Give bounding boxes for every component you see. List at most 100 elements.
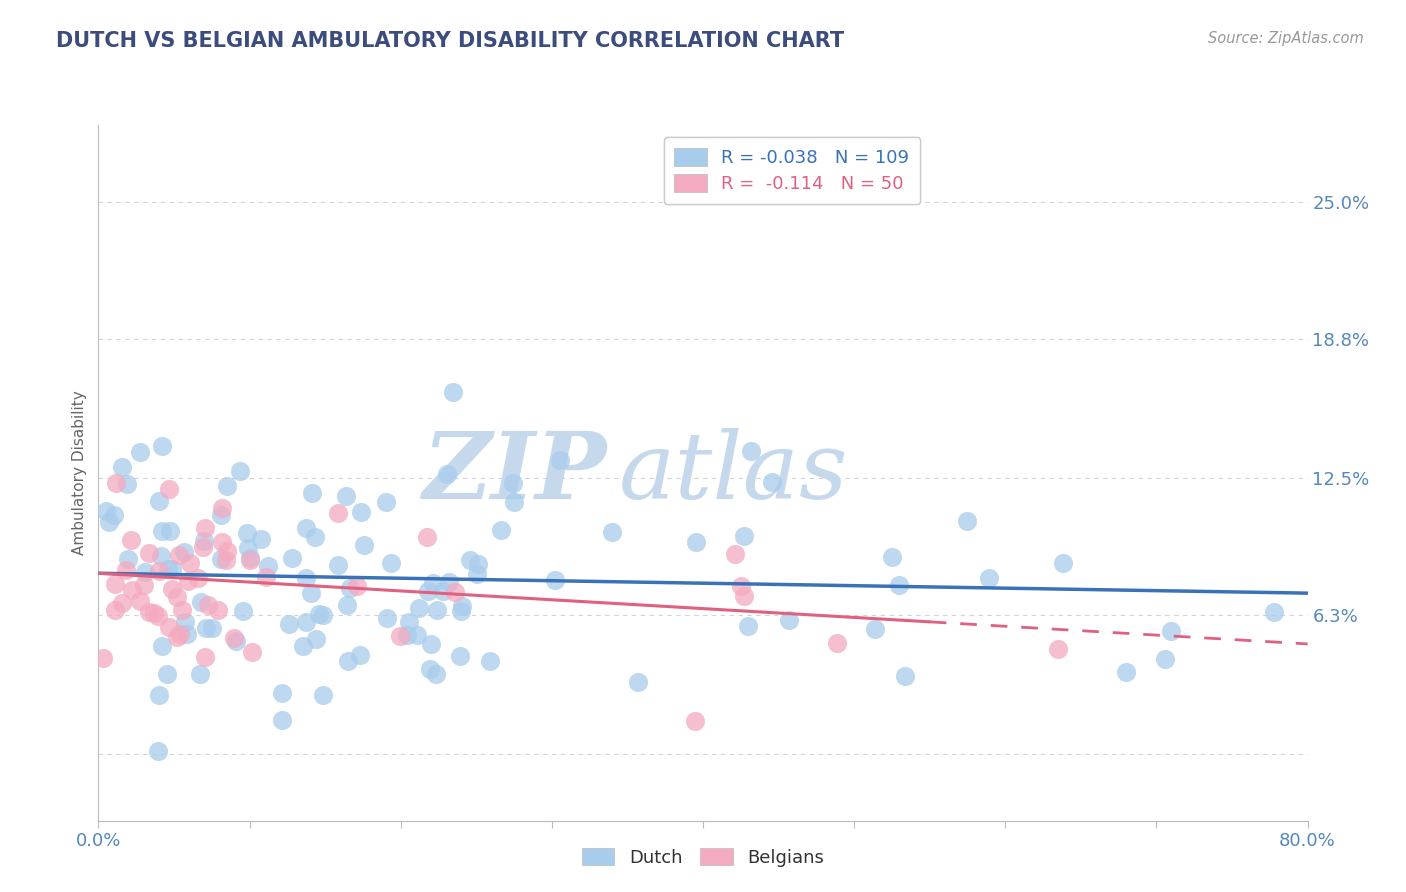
Point <box>863 622 886 636</box>
Point <box>425 666 447 681</box>
Point <box>120 533 142 547</box>
Point <box>398 615 420 629</box>
Y-axis label: Ambulatory Disability: Ambulatory Disability <box>72 391 87 555</box>
Point <box>240 645 263 659</box>
Point <box>281 551 304 566</box>
Point <box>336 654 359 668</box>
Point <box>312 608 335 623</box>
Point <box>190 595 212 609</box>
Point <box>432 583 454 598</box>
Point <box>156 667 179 681</box>
Point <box>305 632 328 646</box>
Point <box>159 524 181 538</box>
Point <box>239 551 262 566</box>
Point <box>176 627 198 641</box>
Point <box>308 607 330 622</box>
Point <box>339 581 361 595</box>
Point <box>146 744 169 758</box>
Point <box>201 621 224 635</box>
Point <box>294 571 316 585</box>
Point <box>1047 641 1070 656</box>
Point <box>254 569 277 583</box>
Point <box>225 634 247 648</box>
Point <box>449 648 471 663</box>
Text: atlas: atlas <box>619 428 848 517</box>
Point <box>408 600 430 615</box>
Point <box>94 504 117 518</box>
Point <box>160 582 183 597</box>
Point <box>143 607 166 621</box>
Point <box>222 632 245 646</box>
Point <box>335 489 357 503</box>
Point <box>229 464 252 478</box>
Point <box>146 609 169 624</box>
Legend: Dutch, Belgians: Dutch, Belgians <box>575 841 831 874</box>
Point <box>166 591 188 605</box>
Point <box>117 552 139 566</box>
Point <box>502 495 524 509</box>
Point <box>179 557 201 571</box>
Point <box>295 521 318 535</box>
Point <box>114 563 136 577</box>
Point <box>1160 624 1182 638</box>
Point <box>956 514 979 528</box>
Point <box>761 475 783 490</box>
Point <box>502 475 524 490</box>
Point <box>450 604 472 618</box>
Point <box>105 476 128 491</box>
Point <box>336 598 359 612</box>
Point <box>193 534 215 549</box>
Point <box>627 674 650 689</box>
Point <box>129 594 152 608</box>
Text: DUTCH VS BELGIAN AMBULATORY DISABILITY CORRELATION CHART: DUTCH VS BELGIAN AMBULATORY DISABILITY C… <box>56 31 845 51</box>
Point <box>138 545 160 559</box>
Point <box>467 557 489 571</box>
Point <box>215 544 238 558</box>
Point <box>194 521 217 535</box>
Point <box>167 548 190 562</box>
Point <box>491 523 513 537</box>
Point <box>380 557 402 571</box>
Point <box>148 494 170 508</box>
Point <box>733 529 755 543</box>
Point <box>349 648 371 663</box>
Point <box>150 439 173 453</box>
Point <box>295 615 318 629</box>
Point <box>778 613 800 627</box>
Point <box>1052 556 1074 570</box>
Point <box>740 444 762 458</box>
Point <box>437 575 460 590</box>
Point <box>887 577 910 591</box>
Point <box>197 599 219 613</box>
Point <box>396 628 419 642</box>
Point <box>91 651 114 665</box>
Point <box>173 545 195 559</box>
Point <box>1154 652 1177 666</box>
Point <box>207 602 229 616</box>
Point <box>353 537 375 551</box>
Point <box>894 669 917 683</box>
Point <box>103 508 125 522</box>
Point <box>304 530 326 544</box>
Point <box>436 467 458 481</box>
Point <box>166 630 188 644</box>
Point <box>418 662 440 676</box>
Point <box>104 577 127 591</box>
Point <box>346 579 368 593</box>
Point <box>737 619 759 633</box>
Point <box>249 532 271 546</box>
Point <box>375 611 398 625</box>
Point <box>236 526 259 541</box>
Point <box>98 515 121 529</box>
Point <box>148 688 170 702</box>
Point <box>150 639 173 653</box>
Point <box>326 506 349 520</box>
Point <box>211 534 233 549</box>
Point <box>238 541 260 555</box>
Point <box>209 552 232 566</box>
Point <box>979 570 1001 584</box>
Point <box>326 558 349 572</box>
Point <box>451 599 474 613</box>
Point <box>134 578 156 592</box>
Point <box>148 564 170 578</box>
